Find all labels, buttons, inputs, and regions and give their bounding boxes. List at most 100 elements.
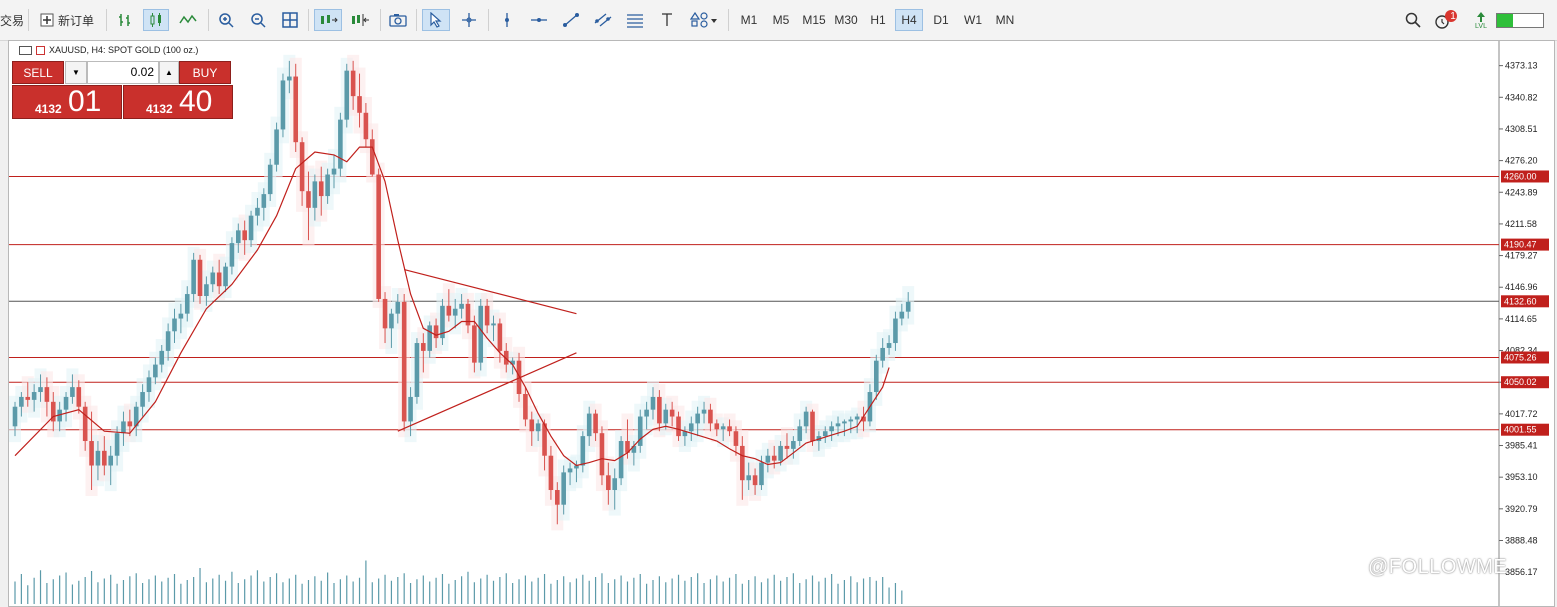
timeframe-d1[interactable]: D1	[933, 13, 949, 27]
chart-shift-button[interactable]	[346, 9, 374, 31]
candle-body	[740, 445, 745, 481]
timeframe-m1[interactable]: M1	[740, 13, 758, 27]
new-order-button[interactable]: 新订单	[36, 9, 98, 31]
candle-body	[153, 364, 158, 378]
candle-body	[861, 416, 866, 422]
chart-menu-icon[interactable]	[19, 45, 32, 55]
chart-window[interactable]: 4373.13 4340.82 4308.51 4276.20 4243.89 4211.…	[8, 40, 1555, 607]
timeframe-m5[interactable]: M5	[772, 13, 790, 27]
candlestick-icon	[150, 13, 161, 27]
candle-body	[401, 301, 407, 422]
sell-button[interactable]: SELL	[12, 61, 64, 84]
candlestick-chart-button[interactable]	[143, 9, 169, 31]
trendline-button[interactable]	[558, 9, 584, 31]
candle-body	[95, 450, 101, 466]
shapes-dropdown-button[interactable]	[686, 9, 722, 31]
timeframe-w1[interactable]: W1	[964, 13, 982, 27]
candle-body	[44, 387, 50, 402]
volume-dropdown[interactable]: ▼	[65, 61, 87, 84]
candle-body	[842, 421, 847, 424]
vertical-line-button[interactable]	[494, 9, 520, 31]
channel-button[interactable]	[590, 9, 616, 31]
auto-scroll-button[interactable]	[314, 9, 342, 31]
price-level-label: 4132.60	[1504, 296, 1537, 306]
candle-body	[835, 423, 841, 427]
crosshair-button[interactable]	[456, 9, 482, 31]
timeframe-m30[interactable]: M30	[834, 13, 858, 27]
fibonacci-button[interactable]	[622, 9, 648, 31]
candle-body	[146, 377, 152, 393]
y-tick-label: 4179.27	[1505, 251, 1538, 261]
y-tick-label: 3856.17	[1505, 567, 1538, 577]
horizontal-line-button[interactable]	[526, 9, 552, 31]
candle-body	[893, 318, 898, 344]
price-chart[interactable]: 4373.13 4340.82 4308.51 4276.20 4243.89 4211.…	[9, 41, 1554, 606]
candle-body	[382, 298, 388, 329]
candle-body	[338, 119, 343, 169]
candle-body	[854, 416, 860, 420]
timeframe-h1[interactable]: H1	[870, 13, 886, 27]
candle-body	[510, 360, 515, 365]
fibonacci-icon	[627, 14, 643, 28]
line-chart-button[interactable]	[175, 9, 201, 31]
cursor-tool-button[interactable]	[422, 9, 450, 31]
candle-body	[223, 266, 228, 287]
text-icon	[662, 13, 672, 26]
candle-body	[140, 392, 145, 407]
zoom-out-button[interactable]	[246, 9, 270, 31]
y-tick-label: 4243.89	[1505, 187, 1538, 197]
candle-body	[114, 433, 120, 456]
zoom-in-button[interactable]	[214, 9, 238, 31]
candle-body	[822, 431, 828, 437]
buy-button[interactable]: BUY	[179, 61, 231, 84]
candle-body	[803, 411, 809, 427]
candle-body	[369, 139, 375, 175]
one-click-trading-panel: SELL ▼ 0.02 ▲ BUY 4132 01 4132 40	[12, 61, 233, 121]
tile-windows-button[interactable]	[278, 9, 302, 31]
candle-body	[529, 419, 535, 432]
candle-body	[848, 419, 854, 422]
sell-price-pips: 01	[68, 85, 102, 118]
candle-body	[433, 325, 439, 339]
timeframe-m15[interactable]: M15	[802, 13, 826, 27]
candle-body	[714, 423, 720, 430]
trade-menu[interactable]: 交易	[0, 9, 24, 31]
symbol-title: XAUUSD, H4: SPOT GOLD (100 oz.)	[49, 45, 199, 55]
connection-status-bar	[1496, 13, 1544, 28]
horizontal-line-icon	[531, 18, 547, 22]
timeframe-mn[interactable]: MN	[995, 13, 1015, 27]
candle-body	[523, 393, 528, 420]
timeframe-h4[interactable]: H4	[895, 9, 923, 31]
screenshot-button[interactable]	[386, 9, 410, 31]
candle-body	[452, 308, 458, 316]
candle-body	[797, 426, 803, 442]
candle-body	[497, 323, 503, 351]
candle-body	[31, 392, 37, 400]
candle-body	[574, 465, 579, 469]
sell-price-box[interactable]: 4132 01	[12, 85, 122, 119]
chart-title-bar: XAUUSD, H4: SPOT GOLD (100 oz.)	[19, 45, 198, 55]
volume-input[interactable]: 0.02	[87, 61, 159, 84]
volume-increase-button[interactable]: ▲	[159, 61, 179, 84]
text-tool-button[interactable]	[654, 9, 680, 31]
bar-chart-button[interactable]	[113, 9, 137, 31]
toolbar-separator	[308, 9, 309, 31]
candle-body	[350, 70, 356, 97]
line-chart-icon	[179, 14, 197, 24]
signal-level-indicator[interactable]: LVL	[1471, 9, 1491, 31]
candle-body	[395, 301, 401, 314]
buy-price-box[interactable]: 4132 40	[123, 85, 233, 119]
price-level-label: 4190.47	[1504, 240, 1537, 250]
notifications-button[interactable]: 1	[1432, 9, 1460, 31]
candle-body	[491, 323, 496, 326]
candle-body	[389, 313, 394, 329]
candle-body	[644, 409, 649, 417]
candle-body	[440, 305, 445, 339]
candle-body	[12, 406, 18, 427]
trade-label: 交易	[0, 13, 25, 28]
toolbar-separator	[208, 9, 209, 31]
search-button[interactable]	[1401, 9, 1425, 31]
candle-body	[874, 360, 879, 393]
candle-body	[25, 396, 31, 400]
candle-body	[561, 472, 566, 505]
